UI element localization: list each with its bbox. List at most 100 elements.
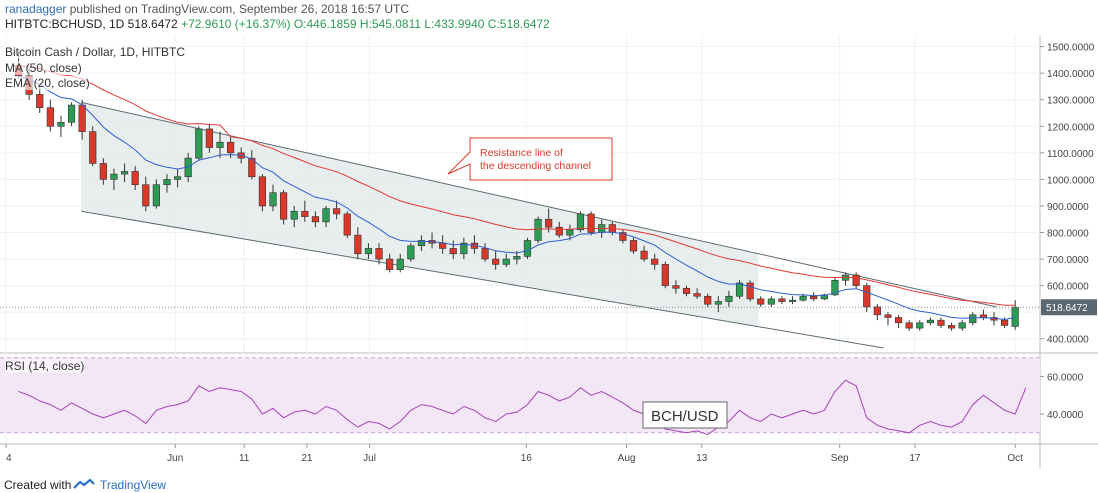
created-with-text: Created with xyxy=(4,478,72,492)
price-tick-label: 1500.0000 xyxy=(1047,43,1095,54)
candle-body xyxy=(163,179,171,186)
candle-body xyxy=(799,295,807,301)
time-tick-label: Jul xyxy=(363,453,376,464)
candle-body xyxy=(937,319,945,326)
candle-body xyxy=(555,226,563,236)
candle-body xyxy=(290,210,298,220)
candle-body xyxy=(534,218,542,241)
price-chart[interactable]: 518.6472 400.0000 600.0000 700.0000 800.0000… xyxy=(0,36,1098,476)
candle-body xyxy=(99,163,107,180)
time-tick-label: 13 xyxy=(696,453,708,464)
candle-body xyxy=(629,240,638,252)
ema-legend: EMA (20, close) xyxy=(5,76,90,90)
price-change: +72.9610 (+16.37%) xyxy=(181,17,291,31)
candle-body xyxy=(969,314,977,324)
candle-body xyxy=(778,298,786,302)
price-tick-label: 700.0000 xyxy=(1047,255,1089,266)
candle-body xyxy=(343,213,351,236)
candle-body xyxy=(767,298,775,305)
time-tick-label: Sep xyxy=(831,453,849,464)
candle-body xyxy=(873,306,881,316)
candle-body xyxy=(333,208,341,215)
candle-body xyxy=(894,317,903,324)
candle-body xyxy=(1001,319,1009,326)
candle-body xyxy=(195,128,203,159)
candle-body xyxy=(120,171,129,175)
candle-body xyxy=(311,216,320,223)
candle-body xyxy=(258,176,266,207)
candle-body xyxy=(735,282,744,297)
ma-legend: MA (50, close) xyxy=(5,61,82,75)
candle-body xyxy=(46,107,54,127)
candle-body xyxy=(682,287,691,294)
candle-body xyxy=(810,295,818,300)
candle-body xyxy=(449,248,457,255)
candle-body xyxy=(1011,306,1019,327)
candle-body xyxy=(57,122,65,127)
candle-body xyxy=(481,248,489,260)
candle-body xyxy=(110,173,118,180)
symbol-box xyxy=(642,401,728,429)
candle-body xyxy=(863,285,871,308)
candle-body xyxy=(364,248,373,255)
current-price-label: 518.6472 xyxy=(1046,303,1088,314)
time-tick-label: 4 xyxy=(6,453,12,464)
candle-body xyxy=(587,213,595,233)
candle-body xyxy=(788,299,797,302)
ohlc-values: O:446.1859 H:545.0811 L:433.9940 C:518.6… xyxy=(293,17,550,31)
candle-body xyxy=(269,192,277,207)
candle-body xyxy=(36,94,44,108)
candle-body xyxy=(725,295,733,302)
candle-body xyxy=(576,213,585,231)
candle-body xyxy=(619,232,627,241)
candle-body xyxy=(205,128,213,148)
price-tick-label: 900.0000 xyxy=(1047,202,1089,213)
candle-body xyxy=(131,171,139,186)
time-tick-label: Aug xyxy=(618,453,636,464)
candle-body xyxy=(640,250,648,260)
candle-body xyxy=(375,248,383,260)
publish-text: published on TradingView.com, September … xyxy=(69,2,410,16)
candle-body xyxy=(947,325,956,329)
ema-20-line xyxy=(18,75,1016,321)
rsi-tick-label: 40.0000 xyxy=(1047,410,1084,421)
candle-body xyxy=(831,280,839,296)
resistance-callout-line1: Resistance line of xyxy=(480,147,563,159)
candle-body xyxy=(301,210,309,217)
candle-body xyxy=(661,264,669,286)
candle-body xyxy=(926,319,934,324)
candle-body xyxy=(396,258,404,270)
candle-body xyxy=(513,256,521,260)
author-link[interactable]: ranadagger xyxy=(5,2,67,16)
price-tick-label: 800.0000 xyxy=(1047,229,1089,240)
rsi-tick-label: 60.0000 xyxy=(1047,373,1084,384)
candle-body xyxy=(78,104,86,132)
time-tick-label: 17 xyxy=(909,453,921,464)
candle-body xyxy=(142,184,150,207)
candle-body xyxy=(916,322,924,329)
tradingview-brand[interactable]: TradingView xyxy=(100,478,167,492)
time-tick-label: 11 xyxy=(239,453,250,464)
channel-upper-line xyxy=(81,101,997,308)
candle-body xyxy=(820,294,828,300)
candle-body xyxy=(523,240,532,257)
price-tick-label: 1400.0000 xyxy=(1047,69,1095,80)
time-tick-label: 21 xyxy=(301,453,313,464)
rsi-line xyxy=(18,379,1027,436)
rsi-band xyxy=(0,357,1040,433)
chart-header: ranadagger published on TradingView.com,… xyxy=(0,0,1098,36)
candle-body xyxy=(714,301,722,305)
candle-body xyxy=(958,322,966,329)
current-price-tag xyxy=(1041,299,1097,316)
price-tick-label: 400.0000 xyxy=(1047,335,1089,346)
candle-body xyxy=(280,192,288,220)
price-tick-label: 1300.0000 xyxy=(1047,96,1095,107)
candle-body xyxy=(704,295,712,305)
price-tick-label: 1000.0000 xyxy=(1047,175,1095,186)
symbol-price: HITBTC:BCHUSD, 1D 518.6472 xyxy=(5,17,178,31)
candle-body xyxy=(884,314,892,318)
candle-body xyxy=(173,176,182,180)
candle-body xyxy=(672,285,680,289)
time-tick-label: Oct xyxy=(1007,453,1023,464)
chart-title-legend: Bitcoin Cash / Dollar, 1D, HITBTC xyxy=(5,45,186,59)
